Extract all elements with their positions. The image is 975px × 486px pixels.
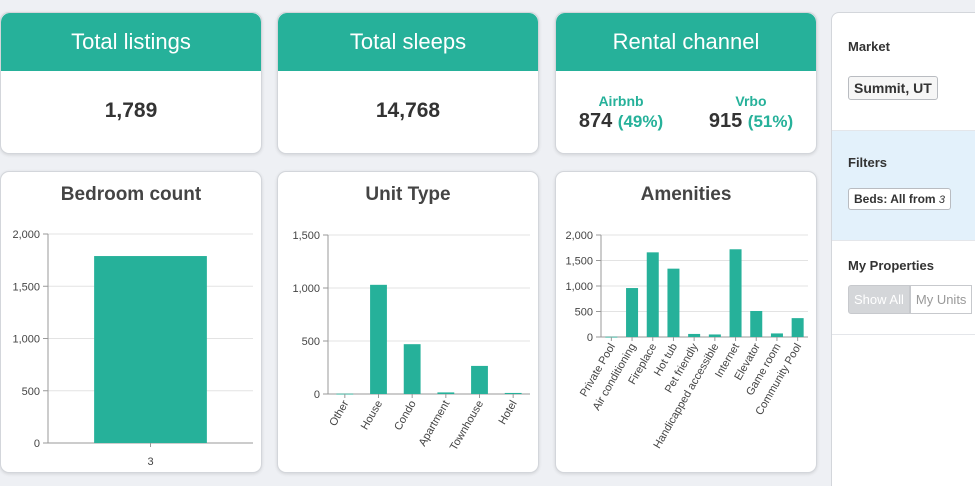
bar-house[interactable]	[370, 284, 387, 394]
total-sleeps-value: 14,768	[375, 99, 441, 122]
bar-hotel[interactable]	[504, 392, 522, 394]
channel-vrbo-count: 915	[708, 110, 743, 132]
channel-airbnb-name: Airbnb	[598, 93, 644, 109]
total-listings-title: Total listings	[1, 13, 261, 71]
my-properties-section: My Properties Show All My Units	[832, 241, 975, 335]
beds-filter-value: 3	[938, 194, 946, 206]
show-all-button[interactable]: Show All	[848, 285, 910, 314]
bar-handicapped-accessible[interactable]	[708, 334, 721, 337]
channel-vrbo: Vrbo 915 (51%)	[709, 93, 793, 133]
x-tick-label: House	[359, 399, 385, 433]
y-tick-label: 1,500	[292, 230, 320, 242]
channel-vrbo-name: Vrbo	[735, 93, 767, 109]
unit-type-title: Unit Type	[365, 184, 451, 205]
my-units-button[interactable]: My Units	[909, 285, 973, 314]
y-tick-label: 1,000	[565, 281, 593, 293]
y-tick-label: 500	[575, 307, 593, 319]
x-tick-label: Apartment	[417, 399, 453, 449]
market-label: Market	[848, 39, 890, 54]
bar-internet[interactable]	[729, 249, 742, 337]
bar-elevator[interactable]	[750, 310, 763, 337]
channel-airbnb: Airbnb 874 (49%)	[579, 93, 663, 133]
x-tick-label: Other	[327, 398, 351, 428]
bar-condo[interactable]	[403, 344, 421, 394]
filters-label: Filters	[848, 155, 888, 170]
channel-vrbo-pct: (51%)	[747, 112, 794, 131]
total-listings-card: Total listings 1,789	[0, 12, 262, 154]
properties-toggle: Show All My Units	[848, 285, 974, 314]
x-tick-label: 3	[147, 456, 153, 468]
amenities-title: Amenities	[640, 184, 732, 205]
x-tick-label: Condo	[392, 399, 419, 433]
bedroom-count-title: Bedroom count	[60, 184, 202, 205]
bedroom-count-card: Bedroom count 0 500 1,000 1,500 2,000 3	[0, 171, 262, 473]
rental-channel-card: Rental channel Airbnb 874 (49%) Vrbo 915…	[555, 12, 817, 154]
total-listings-value: 1,789	[104, 99, 158, 122]
bar-game-room[interactable]	[770, 333, 783, 337]
bedroom-count-chart: 0 500 1,000 1,500 2,000 3	[12, 229, 253, 468]
beds-filter-prefix: Beds: All from	[854, 192, 936, 206]
x-tick-label: Townhouse	[448, 399, 486, 453]
y-tick-label: 500	[302, 336, 320, 348]
y-tick-label: 2,000	[565, 230, 593, 242]
bar-community-pool[interactable]	[791, 318, 804, 337]
x-tick-label: Hotel	[497, 399, 520, 427]
market-section: Market Summit, UT	[832, 13, 975, 131]
y-tick-label: 0	[314, 389, 320, 401]
y-tick-label: 0	[587, 332, 593, 344]
bar-air-conditioning[interactable]	[626, 288, 639, 337]
amenities-card: Amenities 0 500 1,000 1,500 2,000 Private Poo…	[555, 171, 817, 473]
y-tick-label: 1,000	[12, 334, 40, 346]
y-tick-label: 1,500	[12, 281, 40, 293]
channel-row: Airbnb 874 (49%) Vrbo 915 (51%)	[556, 93, 816, 133]
bar-hot-tub[interactable]	[667, 268, 680, 337]
bar-fireplace[interactable]	[646, 252, 659, 337]
channel-airbnb-count: 874	[578, 110, 613, 132]
bar-townhouse[interactable]	[471, 365, 488, 394]
bar-pet-friendly[interactable]	[688, 333, 701, 337]
rental-channel-title: Rental channel	[556, 13, 816, 71]
y-tick-label: 1,000	[292, 283, 320, 295]
total-sleeps-title: Total sleeps	[278, 13, 538, 71]
channel-airbnb-pct: (49%)	[617, 112, 664, 131]
my-properties-label: My Properties	[848, 258, 934, 273]
y-tick-label: 500	[22, 386, 40, 398]
bar-3[interactable]	[94, 256, 207, 443]
total-sleeps-card: Total sleeps 14,768	[277, 12, 539, 154]
unit-type-card: Unit Type 0 500 1,000 1,500 Other House Condo A…	[277, 171, 539, 473]
bar-apartment[interactable]	[437, 392, 455, 394]
channel-vrbo-line: 915 (51%)	[709, 110, 793, 133]
unit-type-chart: 0 500 1,000 1,500 Other House CondoApartmentTo…	[292, 230, 530, 453]
market-select[interactable]: Summit, UT	[848, 76, 938, 100]
beds-filter-chip[interactable]: Beds: All from 3	[848, 188, 952, 210]
y-tick-label: 2,000	[12, 229, 40, 241]
channel-airbnb-line: 874 (49%)	[579, 110, 663, 133]
y-tick-label: 0	[34, 438, 40, 450]
sidebar: Market Summit, UT Filters Beds: All from…	[831, 12, 975, 486]
y-tick-label: 1,500	[565, 256, 593, 268]
filters-section: Filters Beds: All from 3	[832, 131, 975, 241]
